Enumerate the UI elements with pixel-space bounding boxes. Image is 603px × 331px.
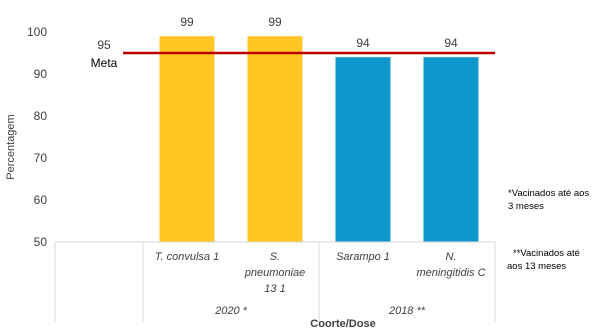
axis-frame — [54, 241, 496, 322]
y-axis-ticks: 50 60 70 80 90 100 — [27, 25, 47, 249]
footnote-line: **Vacinados até — [513, 248, 580, 259]
y-tick-label: 60 — [34, 193, 48, 207]
y-tick-label: 70 — [34, 151, 48, 165]
meta-value-label: 95 — [97, 38, 111, 52]
y-tick-label: 90 — [34, 67, 48, 81]
category-labels: T. convulsa 1 S. pneumoniae 13 1 Sarampo 1 N.… — [155, 251, 486, 295]
meta-label: Meta — [91, 56, 118, 70]
data-label: 94 — [444, 36, 458, 50]
y-tick-label: 50 — [34, 235, 48, 249]
data-labels: 99 99 94 94 — [180, 15, 458, 50]
footnote-line: *Vacinados até aos — [508, 188, 589, 199]
data-label: 94 — [356, 36, 370, 50]
bar — [247, 36, 303, 243]
bar — [335, 57, 391, 243]
footnote-line: 3 meses — [508, 201, 544, 212]
meta-reference: 95 Meta — [91, 38, 495, 70]
bar — [159, 36, 215, 243]
footnotes: *Vacinados até aos 3 meses **Vacinados até… — [507, 188, 589, 272]
category-label: pneumoniae — [244, 267, 306, 279]
data-label: 99 — [268, 15, 282, 29]
data-label: 99 — [180, 15, 194, 29]
category-label: Sarampo 1 — [336, 251, 390, 263]
y-tick-label: 100 — [27, 25, 47, 39]
group-labels: 2020 * 2018 ** — [214, 305, 426, 317]
y-axis-title: Percentagem — [5, 114, 17, 179]
category-label: 13 1 — [264, 283, 285, 295]
bars — [159, 36, 479, 243]
category-label: meningitidis C — [416, 267, 485, 279]
x-axis-title: Coorte/Dose — [310, 318, 375, 330]
footnote-line: aos 13 meses — [507, 261, 566, 272]
category-label: T. convulsa 1 — [155, 251, 219, 263]
bar — [423, 57, 479, 243]
y-tick-label: 80 — [34, 109, 48, 123]
group-label: 2020 * — [214, 305, 248, 317]
group-label: 2018 ** — [388, 305, 426, 317]
category-label: S. — [270, 251, 280, 263]
category-label: N. — [446, 251, 457, 263]
